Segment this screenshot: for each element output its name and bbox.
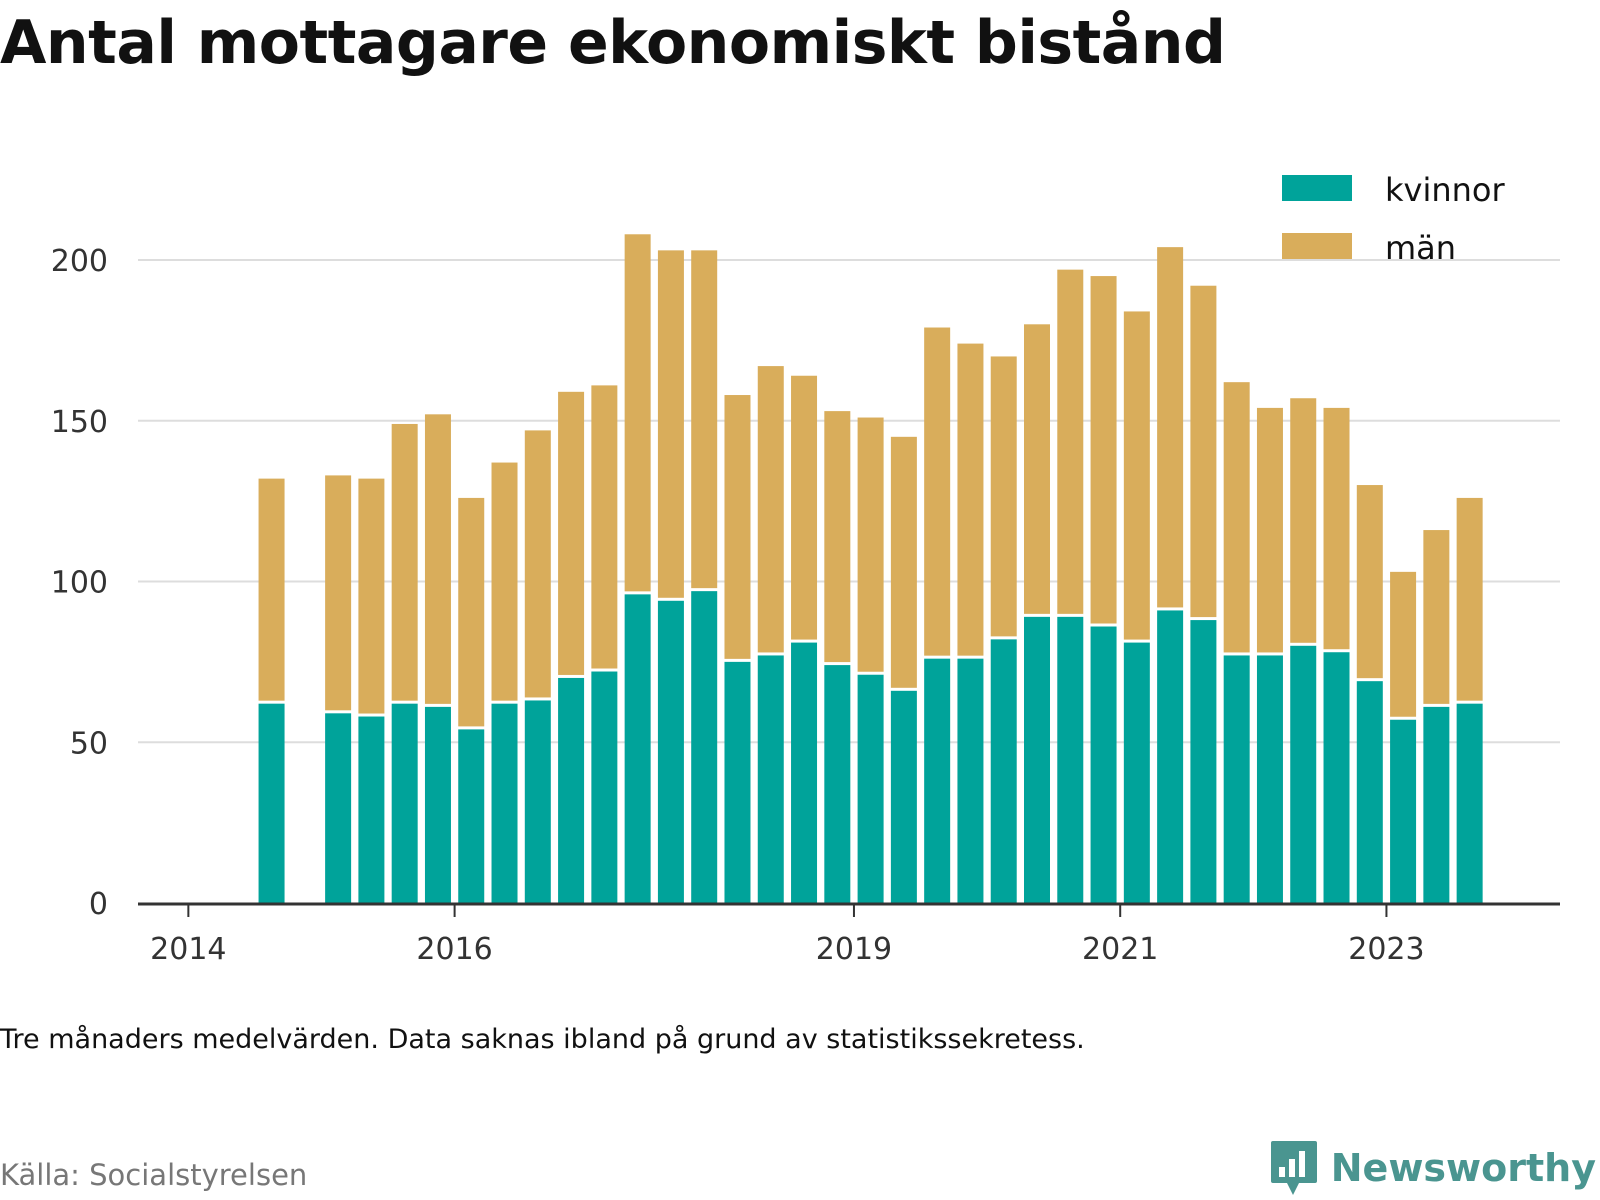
brand-name: Newsworthy: [1330, 1146, 1596, 1190]
legend-label-man: män: [1385, 229, 1456, 267]
bar-kvinnor: [1290, 645, 1317, 903]
bar-kvinnor: [624, 594, 651, 903]
brand-logo: Newsworthy: [1269, 1138, 1596, 1198]
x-tick-label: 2023: [1348, 932, 1424, 967]
bar-kvinnor: [1356, 681, 1383, 903]
bar-man: [591, 385, 618, 669]
bar-kvinnor: [358, 716, 385, 903]
bar-kvinnor: [325, 713, 352, 903]
bar-kvinnor: [591, 671, 618, 903]
bar-man: [1223, 382, 1250, 653]
bar-man: [1323, 407, 1350, 650]
bar-kvinnor: [691, 591, 718, 903]
bar-man: [1024, 324, 1050, 614]
legend-swatch-kvinnor: [1282, 175, 1352, 201]
stacked-bar-chart: 0 50 100 150 200 2014 2016 2019 2021 2023 kvinnor…: [51, 171, 1560, 967]
legend-label-kvinnor: kvinnor: [1385, 171, 1506, 209]
bar-kvinnor: [657, 600, 684, 903]
bar-man: [424, 414, 451, 704]
y-tick-label: 0: [89, 887, 108, 922]
axes: 0 50 100 150 200 2014 2016 2019 2021 2023: [51, 244, 1560, 967]
bar-man: [990, 356, 1017, 637]
bar-kvinnor: [1157, 610, 1184, 903]
bar-man: [1456, 497, 1483, 701]
legend: kvinnor män: [1282, 171, 1506, 267]
bar-kvinnor: [1057, 616, 1084, 903]
bar-kvinnor: [890, 690, 917, 903]
bar-kvinnor: [524, 700, 551, 903]
bar-kvinnor: [924, 658, 951, 903]
bar-man: [391, 423, 418, 701]
chart-note: Tre månaders medelvärden. Data saknas ib…: [0, 1024, 1085, 1055]
bar-kvinnor: [724, 661, 751, 903]
y-tick-label: 150: [51, 405, 108, 440]
bar-man: [491, 462, 518, 701]
bar-kvinnor: [1190, 620, 1217, 903]
bar-man: [1423, 530, 1450, 704]
bar-man: [1356, 485, 1383, 679]
bar-kvinnor: [990, 639, 1017, 903]
bar-kvinnor: [1390, 719, 1417, 903]
bar-man: [1256, 407, 1283, 653]
bar-kvinnor: [391, 703, 418, 903]
bar-man: [691, 250, 718, 589]
bar-kvinnor: [1423, 706, 1450, 903]
bar-kvinnor: [1090, 626, 1117, 903]
bar-kvinnor: [1123, 642, 1150, 903]
bar-man: [1090, 276, 1117, 624]
y-tick-label: 100: [51, 566, 108, 601]
bar-kvinnor: [1223, 655, 1250, 903]
x-tick-label: 2021: [1082, 932, 1158, 967]
bar-kvinnor: [558, 677, 585, 903]
bar-man: [1057, 269, 1084, 614]
bars: [258, 234, 1483, 903]
bar-man: [657, 250, 684, 598]
bar-man: [924, 327, 951, 656]
bar-kvinnor: [258, 703, 285, 903]
bar-man: [458, 497, 485, 727]
bar-kvinnor: [957, 658, 984, 903]
x-tick-label: 2016: [416, 932, 492, 967]
x-tick-label: 2019: [816, 932, 892, 967]
y-tick-label: 200: [51, 244, 108, 279]
bar-man: [1190, 285, 1217, 618]
bar-kvinnor: [1323, 652, 1350, 903]
bar-kvinnor: [791, 642, 818, 903]
bar-man: [325, 475, 352, 711]
bar-man: [358, 478, 385, 714]
bar-man: [258, 478, 285, 701]
bar-kvinnor: [424, 706, 451, 903]
x-tick-label: 2014: [150, 932, 226, 967]
chart-title: Antal mottagare ekonomiskt bistånd: [0, 8, 1226, 78]
bar-man: [890, 436, 917, 688]
bar-man: [1390, 571, 1417, 717]
bar-man: [791, 375, 818, 640]
bar-man: [524, 430, 551, 698]
bar-man: [624, 234, 651, 592]
source-credit: Källa: Socialstyrelsen: [0, 1158, 308, 1192]
bar-kvinnor: [824, 665, 851, 903]
bar-man: [724, 395, 751, 659]
bar-kvinnor: [1024, 616, 1050, 903]
bar-man: [1290, 398, 1317, 643]
bar-kvinnor: [491, 703, 518, 903]
bar-man: [757, 366, 784, 653]
bar-man: [857, 417, 884, 672]
bar-kvinnor: [1256, 655, 1283, 903]
bar-kvinnor: [857, 674, 884, 903]
legend-swatch-man: [1282, 233, 1352, 259]
bar-man: [1123, 311, 1150, 640]
bar-kvinnor: [458, 729, 485, 903]
bar-man: [1157, 247, 1184, 608]
newsworthy-logo-icon: [1270, 1141, 1317, 1195]
bar-man: [558, 391, 585, 675]
y-tick-label: 50: [70, 726, 108, 761]
bar-man: [824, 411, 851, 663]
bar-kvinnor: [757, 655, 784, 903]
bar-kvinnor: [1456, 703, 1483, 903]
bar-man: [957, 343, 984, 656]
